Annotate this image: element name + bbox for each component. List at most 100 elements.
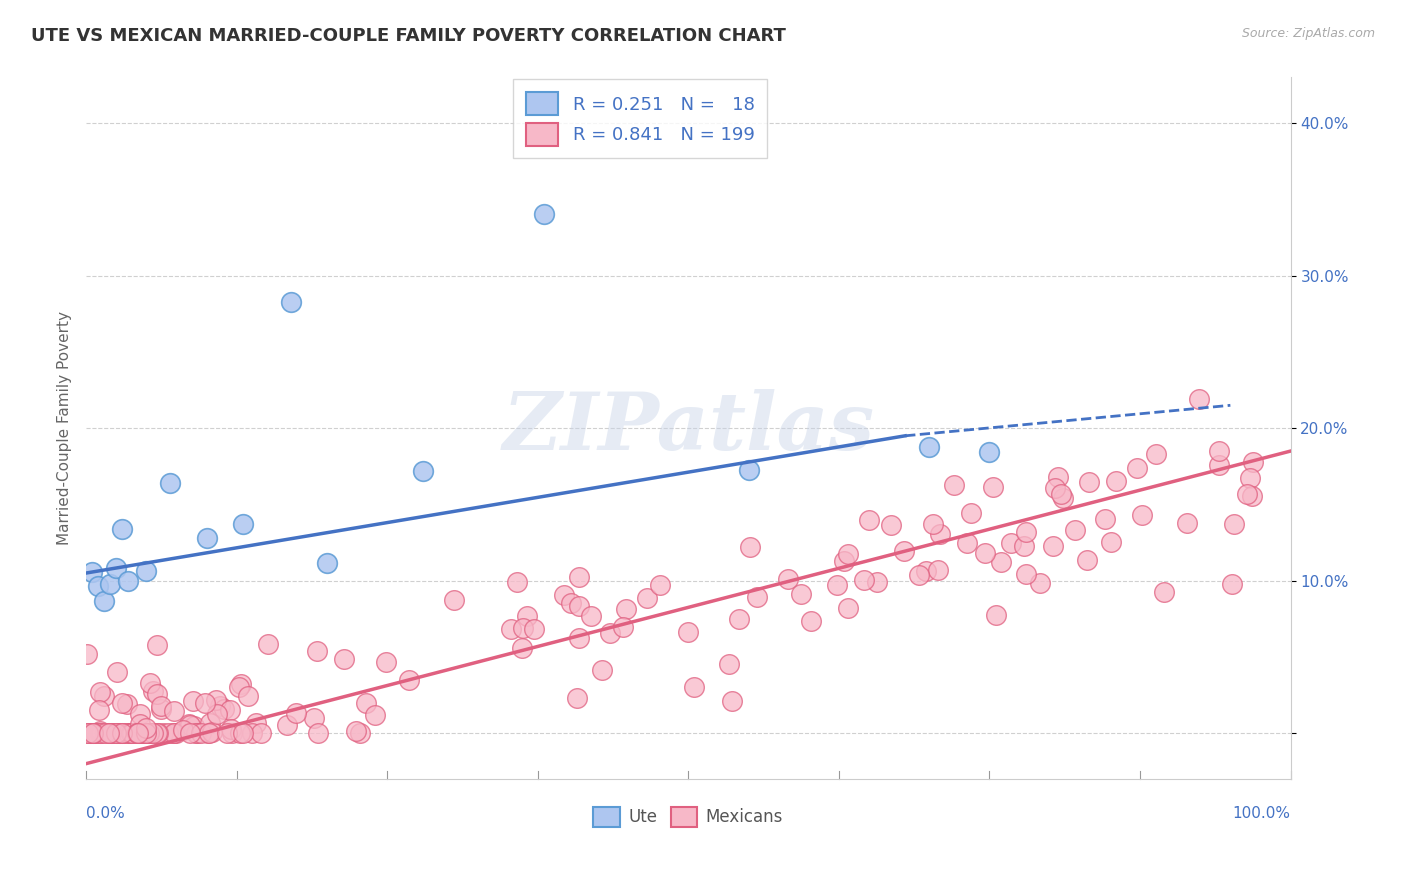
Point [1105,475,1128,489]
Point [98,577,121,591]
Point [121,726,143,740]
Point [776,572,799,586]
Point [648,577,671,591]
Point [880,518,903,533]
Point [412,464,434,478]
Point [737,463,759,477]
Point [90,726,112,740]
Point [280,295,302,310]
Point [285,706,308,721]
Point [135,726,157,740]
Point [523,622,546,636]
Point [87,579,110,593]
Point [80,726,103,740]
Point [117,726,139,740]
Point [82,726,104,740]
Point [1015,566,1038,581]
Point [131,726,153,740]
Legend: Ute, Mexicans: Ute, Mexicans [586,800,790,834]
Point [146,726,169,740]
Point [1240,489,1263,503]
Point [93,593,115,607]
Point [512,621,534,635]
Text: 100.0%: 100.0% [1233,806,1291,822]
Point [832,554,855,568]
Point [200,724,222,739]
Point [149,701,172,715]
Point [1015,524,1038,539]
Point [1042,540,1064,554]
Point [181,694,204,708]
Point [146,687,169,701]
Point [120,726,142,740]
Point [231,677,253,691]
Point [156,726,179,740]
Point [179,717,201,731]
Point [918,440,941,454]
Point [979,445,1001,459]
Point [837,601,859,615]
Point [682,680,704,694]
Point [858,513,880,527]
Point [82,726,104,740]
Point [245,716,267,731]
Point [135,726,157,740]
Point [110,726,132,740]
Point [89,726,111,740]
Point [676,625,699,640]
Point [1239,470,1261,484]
Point [179,726,201,740]
Point [591,663,613,677]
Point [1208,458,1230,472]
Point [1153,584,1175,599]
Point [132,726,155,740]
Point [163,704,186,718]
Point [205,707,228,722]
Point [89,724,111,739]
Point [1078,475,1101,489]
Point [553,588,575,602]
Point [1220,577,1243,591]
Point [89,703,111,717]
Point [80,726,103,740]
Point [1045,481,1067,495]
Point [800,614,823,628]
Point [790,587,813,601]
Point [827,578,849,592]
Point [307,643,329,657]
Point [217,726,239,740]
Point [128,726,150,740]
Point [218,703,240,717]
Point [205,693,228,707]
Point [128,726,150,740]
Point [568,599,591,613]
Point [117,726,139,740]
Point [866,574,889,589]
Point [915,564,938,578]
Point [398,673,420,688]
Point [533,207,555,221]
Point [721,694,744,708]
Point [1012,539,1035,553]
Point [943,478,966,492]
Point [599,626,621,640]
Point [1047,470,1070,484]
Point [354,696,377,710]
Point [142,726,165,740]
Point [139,726,162,740]
Point [853,574,876,588]
Point [316,556,339,570]
Point [1241,455,1264,469]
Point [100,726,122,740]
Point [138,726,160,740]
Point [974,546,997,560]
Text: Source: ZipAtlas.com: Source: ZipAtlas.com [1241,27,1375,40]
Point [83,726,105,740]
Point [105,665,128,680]
Point [190,726,212,740]
Point [636,591,658,605]
Point [127,726,149,740]
Point [344,724,367,739]
Point [579,609,602,624]
Point [1076,552,1098,566]
